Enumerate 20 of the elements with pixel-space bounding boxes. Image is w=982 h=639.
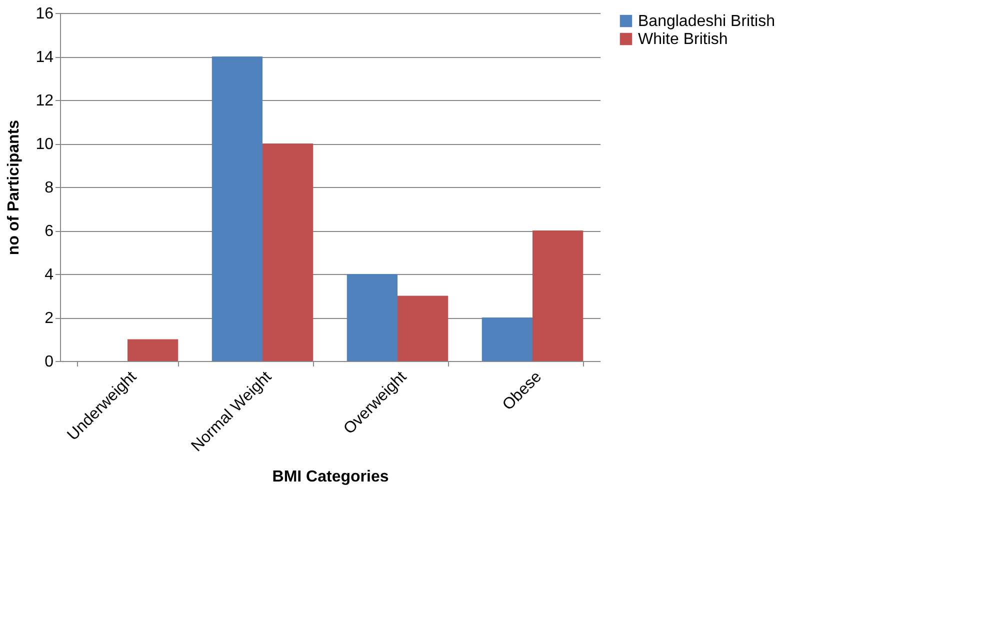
y-tick-label: 12	[36, 92, 54, 110]
y-tick-label: 4	[44, 266, 54, 284]
y-tick-label: 16	[36, 6, 54, 22]
bar	[482, 318, 532, 361]
y-tick-label: 10	[36, 136, 54, 153]
bar	[262, 144, 314, 361]
bar	[346, 274, 398, 361]
y-axis-title: no of Participants	[6, 120, 23, 256]
y-tick-label: 8	[44, 180, 54, 196]
y-tick-label: 6	[44, 223, 54, 240]
legend-label: White British	[638, 31, 728, 48]
legend-label: Bangladeshi British	[638, 13, 775, 30]
bar	[532, 230, 584, 361]
x-axis-title: BMI Categories	[272, 468, 389, 486]
bar	[212, 56, 262, 361]
bar	[128, 339, 178, 361]
y-tick-label: 0	[44, 354, 54, 370]
bar	[398, 296, 448, 361]
y-tick-label: 14	[36, 49, 54, 66]
y-tick-label: 2	[44, 310, 54, 327]
